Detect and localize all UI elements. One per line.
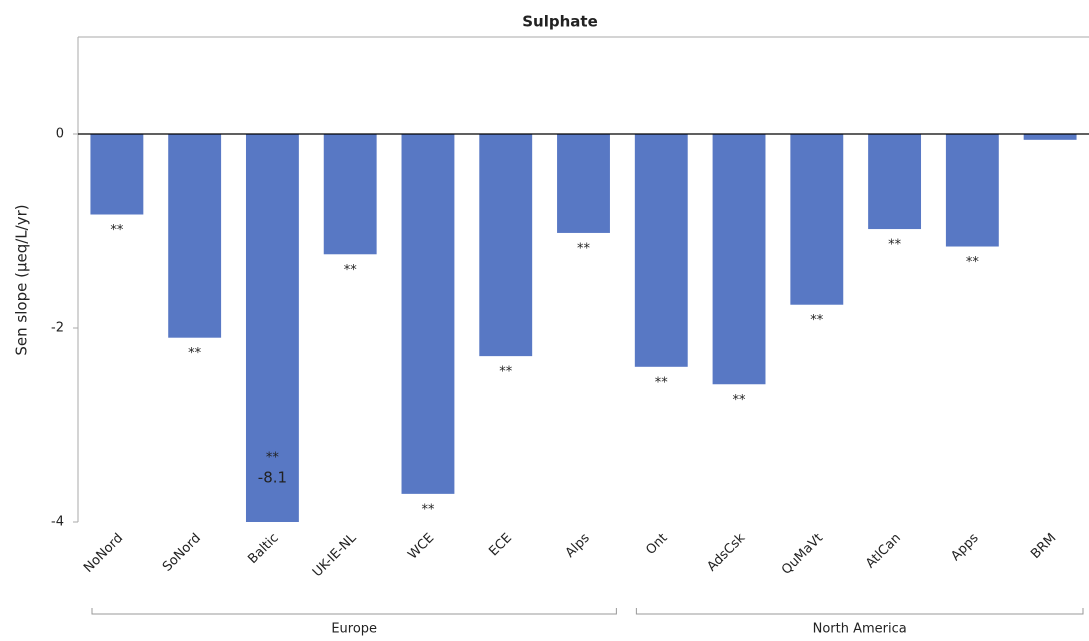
bar xyxy=(479,134,533,357)
x-tick-label: Baltic xyxy=(245,531,281,567)
x-tick-label: NoNord xyxy=(81,531,126,576)
y-tick-label: -2 xyxy=(51,321,64,336)
x-tick-label: SoNord xyxy=(160,531,204,575)
y-tick-label: 0 xyxy=(56,127,64,142)
x-tick-label: AdsCsk xyxy=(704,530,748,574)
significance-label: ** xyxy=(577,241,591,256)
bar xyxy=(712,134,766,385)
x-tick-label: Apps xyxy=(948,531,982,565)
significance-label: ** xyxy=(421,502,435,517)
bar xyxy=(945,134,999,247)
group-label: North America xyxy=(813,622,907,637)
significance-label: ** xyxy=(344,263,358,278)
significance-label: ** xyxy=(888,238,902,253)
significance-label: ** xyxy=(266,451,280,466)
x-tick-label: Alps xyxy=(563,531,593,561)
x-tick-label: UK-IE-NL xyxy=(310,530,360,580)
bar xyxy=(401,134,455,494)
x-tick-label: ECE xyxy=(486,531,515,560)
bar xyxy=(245,134,299,522)
bar xyxy=(1023,134,1077,140)
x-tick-label: WCE xyxy=(405,531,437,563)
x-tick-label: QuMaVt xyxy=(779,531,826,578)
x-tick-label: BRM xyxy=(1028,531,1059,562)
bar xyxy=(323,134,377,255)
bar xyxy=(634,134,688,367)
bar xyxy=(168,134,222,338)
bar xyxy=(868,134,922,230)
group-label: Europe xyxy=(331,622,377,637)
group-bracket xyxy=(635,608,1084,615)
significance-label: ** xyxy=(188,346,202,361)
chart-title: Sulphate xyxy=(522,13,598,31)
significance-label: ** xyxy=(733,393,747,408)
significance-label: ** xyxy=(810,313,824,328)
bar xyxy=(90,134,144,215)
significance-label: ** xyxy=(110,223,124,238)
significance-label: ** xyxy=(499,365,513,380)
significance-label: ** xyxy=(966,255,980,270)
significance-label: ** xyxy=(655,375,669,390)
group-bracket xyxy=(91,608,617,615)
value-label: -8.1 xyxy=(258,469,287,487)
y-tick-label: -4 xyxy=(51,515,64,530)
x-tick-label: AtlCan xyxy=(863,531,904,572)
x-tick-label: Ont xyxy=(643,531,670,558)
bar xyxy=(557,134,610,233)
y-axis-label: Sen slope (μeq/L/yr) xyxy=(13,204,31,355)
bar xyxy=(790,134,844,305)
